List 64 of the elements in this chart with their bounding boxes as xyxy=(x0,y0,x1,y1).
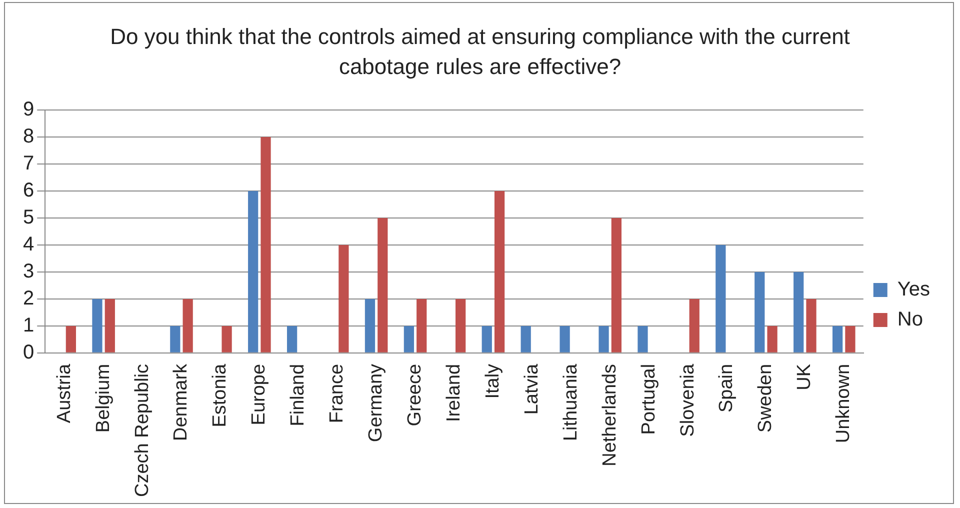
y-tick-label: 2 xyxy=(23,287,34,310)
y-tick-label: 1 xyxy=(23,314,34,336)
y-tick-label: 6 xyxy=(23,179,34,202)
bar xyxy=(378,218,388,352)
legend-label: Yes xyxy=(897,278,930,301)
bar xyxy=(560,326,570,352)
y-tick-label: 5 xyxy=(23,206,34,228)
bar xyxy=(416,298,427,352)
y-tick-label: 9 xyxy=(23,98,34,121)
bar xyxy=(611,218,622,352)
x-tick-label: Germany xyxy=(366,363,387,442)
x-tick-label: Portugal xyxy=(638,364,660,435)
bar xyxy=(364,298,376,352)
x-tick-label: Netherlands xyxy=(599,364,620,466)
x-tick-label: Spain xyxy=(716,364,738,413)
bar xyxy=(222,326,232,352)
y-tick-label: 0 xyxy=(23,341,34,364)
x-tick-label: Ireland xyxy=(443,364,464,422)
bar xyxy=(248,190,258,352)
bar xyxy=(104,298,115,352)
x-tick-label: Estonia xyxy=(210,364,231,428)
x-tick-label: Czech Republic xyxy=(132,364,153,498)
bar xyxy=(92,298,102,352)
x-tick-label: Denmark xyxy=(170,363,192,442)
bar xyxy=(286,326,298,352)
y-tick-label: 3 xyxy=(23,260,34,282)
x-tick-label: Latvia xyxy=(521,364,542,415)
bar xyxy=(638,326,648,352)
x-tick-label: UK xyxy=(794,364,816,390)
bar xyxy=(482,326,492,352)
y-tick-label: 8 xyxy=(23,126,34,148)
bar xyxy=(716,244,726,352)
bar xyxy=(845,326,856,352)
bar xyxy=(494,190,505,352)
legend-label: No xyxy=(897,308,923,331)
bar xyxy=(689,298,700,352)
bar xyxy=(260,136,271,352)
bar xyxy=(404,326,414,352)
x-tick-label: Unknown xyxy=(833,364,854,444)
x-tick-label: Sweden xyxy=(755,364,776,433)
x-tick-label: Lithuania xyxy=(560,364,582,442)
bar xyxy=(754,272,765,352)
y-tick-label: 4 xyxy=(23,233,34,256)
x-tick-label: Italy xyxy=(482,363,504,399)
x-tick-label: Finland xyxy=(288,364,309,426)
bar xyxy=(794,272,804,352)
bar xyxy=(338,244,349,352)
x-tick-label: Austria xyxy=(54,364,75,424)
x-tick-label: Europe xyxy=(248,364,270,426)
bar xyxy=(456,298,466,352)
bar xyxy=(598,326,609,352)
chart-title: Do you think that the controls aimed at ensuring compliance with the current cabotage rules are effective? xyxy=(109,23,851,81)
bar xyxy=(182,298,193,352)
bar xyxy=(170,326,180,352)
bar xyxy=(832,326,843,352)
x-tick-label: France xyxy=(326,364,348,424)
bar xyxy=(767,326,778,352)
x-tick-label: Belgium xyxy=(92,364,114,433)
y-tick-label: 7 xyxy=(23,152,34,174)
x-tick-label: Greece xyxy=(404,364,426,426)
bar xyxy=(66,326,76,352)
bar xyxy=(520,326,531,352)
x-tick-label: Slovenia xyxy=(677,364,698,437)
bar xyxy=(806,298,816,352)
